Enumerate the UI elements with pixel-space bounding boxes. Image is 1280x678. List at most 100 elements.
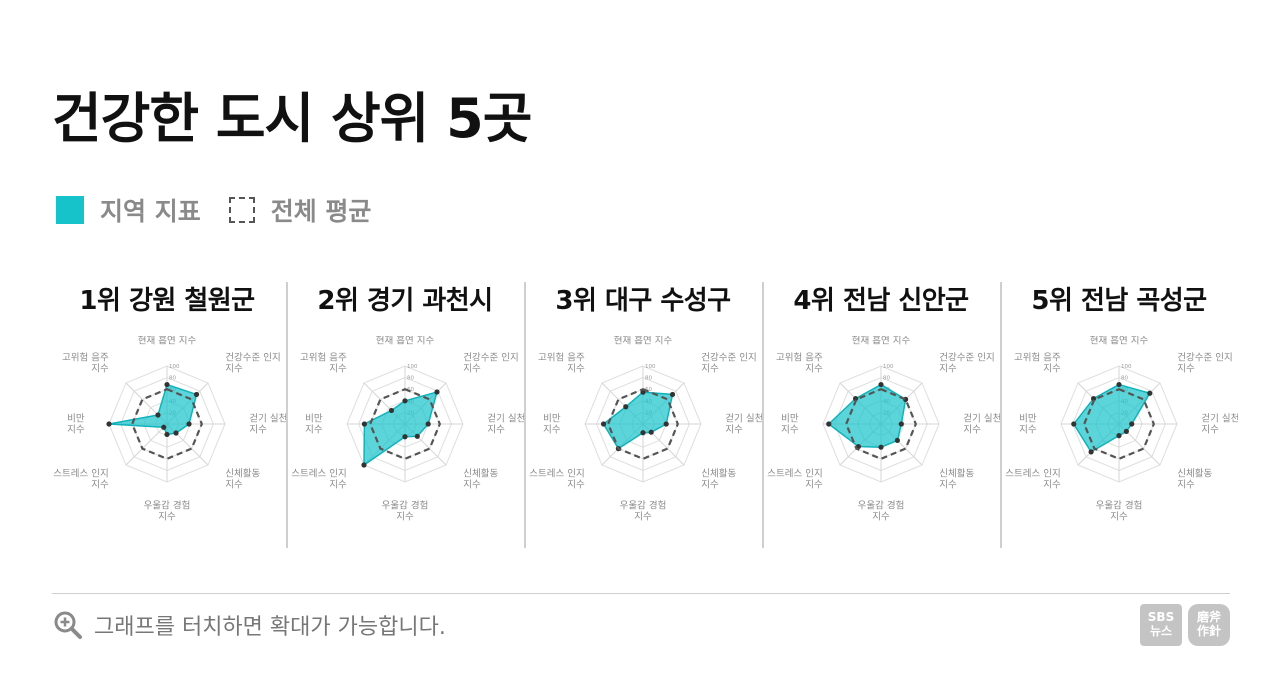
data-point — [361, 421, 367, 427]
data-point — [155, 412, 161, 418]
tick-label: 80 — [883, 376, 890, 382]
data-point — [425, 421, 431, 427]
footer-hint: 그래프를 터치하면 확대가 가능합니다. — [52, 608, 446, 642]
data-point — [852, 395, 859, 402]
data-point — [388, 407, 395, 414]
axis-label: 비만 지수 — [543, 414, 561, 436]
legend-average-label: 전체 평균 — [270, 197, 372, 226]
data-point — [1116, 433, 1122, 439]
axis-label: 우울감 경험 지수 — [620, 499, 667, 522]
axis-label: 건강수준 인지 지수 — [1177, 352, 1232, 374]
chart-title: 1위 강원 철원군 — [79, 286, 255, 316]
chart-title: 2위 경기 과천시 — [317, 286, 493, 316]
data-point — [898, 421, 904, 427]
chart-title: 5위 전남 곡성군 — [1031, 286, 1207, 316]
data-point — [1147, 390, 1153, 396]
average-series-line — [131, 388, 203, 460]
data-point — [402, 434, 408, 440]
axis-label: 우울감 경험 지수 — [382, 499, 429, 522]
data-point — [878, 444, 884, 450]
axis-label: 우울감 경험 지수 — [144, 499, 191, 522]
axis-label: 걷기 실천 지수 — [1201, 413, 1238, 436]
axis-label: 현재 흡연 지수 — [852, 336, 911, 347]
data-point — [1071, 421, 1077, 427]
data-point — [402, 398, 408, 404]
axis-label: 고위험 음주 지수 — [1014, 351, 1061, 374]
axis-label: 고위험 음주 지수 — [776, 351, 823, 374]
data-point — [1123, 428, 1129, 434]
footer-divider — [52, 593, 1230, 594]
data-point — [361, 462, 367, 468]
axis-label: 신체활동 지수 — [939, 468, 974, 491]
tick-label: 100 — [169, 364, 180, 370]
data-point — [894, 437, 901, 444]
axis-label: 걷기 실천 지수 — [249, 413, 286, 436]
data-point — [434, 389, 440, 395]
axis-spoke — [125, 423, 168, 466]
axis-label: 신체활동 지수 — [463, 468, 498, 491]
tick-label: 80 — [407, 376, 414, 382]
axis-label: 현재 흡연 지수 — [614, 336, 673, 347]
data-point — [164, 431, 170, 438]
legend-average-swatch — [228, 197, 255, 223]
axis-label: 걷기 실천 지수 — [487, 413, 524, 436]
data-point — [193, 391, 200, 398]
axis-label: 고위험 음주 지수 — [300, 351, 347, 374]
average-series-line — [369, 388, 441, 460]
data-point — [164, 381, 170, 388]
axis-label: 비만 지수 — [781, 414, 799, 436]
axis-label: 건강수준 인지 지수 — [463, 352, 518, 374]
tick-label: 100 — [1121, 364, 1132, 370]
data-point — [600, 421, 607, 427]
data-point — [669, 391, 676, 398]
tick-label: 100 — [883, 364, 894, 370]
axis-label: 비만 지수 — [1019, 414, 1037, 436]
chart-title: 4위 전남 신안군 — [793, 286, 969, 316]
axis-label: 현재 흡연 지수 — [376, 336, 435, 347]
chart-legend: 지역 지표 전체 평균 — [56, 194, 371, 226]
data-point — [878, 381, 884, 388]
axis-label: 건강수준 인지 지수 — [701, 352, 756, 374]
tick-label: 80 — [645, 376, 652, 382]
data-point — [1116, 381, 1122, 388]
axis-label: 신체활동 지수 — [225, 468, 260, 491]
axis-label: 우울감 경험 지수 — [1096, 499, 1143, 522]
tick-label: 80 — [1121, 376, 1128, 382]
tick-label: 100 — [407, 364, 418, 370]
page-title: 건강한 도시 상위 5곳 — [52, 87, 532, 150]
data-point — [173, 430, 179, 436]
sbs-logo-line1: SBS — [1147, 610, 1175, 625]
axis-label: 고위험 음주 지수 — [62, 351, 109, 374]
axis-label: 우울감 경험 지수 — [858, 499, 905, 522]
data-point — [414, 433, 420, 439]
legend-region-swatch — [56, 196, 84, 224]
data-point — [106, 421, 112, 427]
data-point — [648, 429, 654, 435]
data-point — [623, 404, 629, 410]
zoom-in-icon — [54, 611, 82, 639]
data-point — [186, 421, 192, 427]
data-point — [1129, 421, 1135, 427]
data-point — [826, 421, 832, 427]
data-point — [663, 421, 669, 427]
data-point — [640, 430, 646, 436]
average-series-line — [1083, 388, 1155, 460]
axis-label: 스트레스 인지 지수 — [291, 469, 347, 491]
mabu-logo-line1: 磨斧 — [1196, 610, 1221, 625]
tick-label: 60 — [407, 387, 414, 393]
legend-region-label: 지역 지표 — [100, 197, 201, 226]
axis-label: 고위험 음주 지수 — [538, 351, 585, 374]
chart-title: 3위 대구 수성구 — [555, 286, 731, 316]
axis-label: 현재 흡연 지수 — [1090, 336, 1149, 347]
sbs-logo-line2: 뉴스 — [1149, 624, 1173, 638]
